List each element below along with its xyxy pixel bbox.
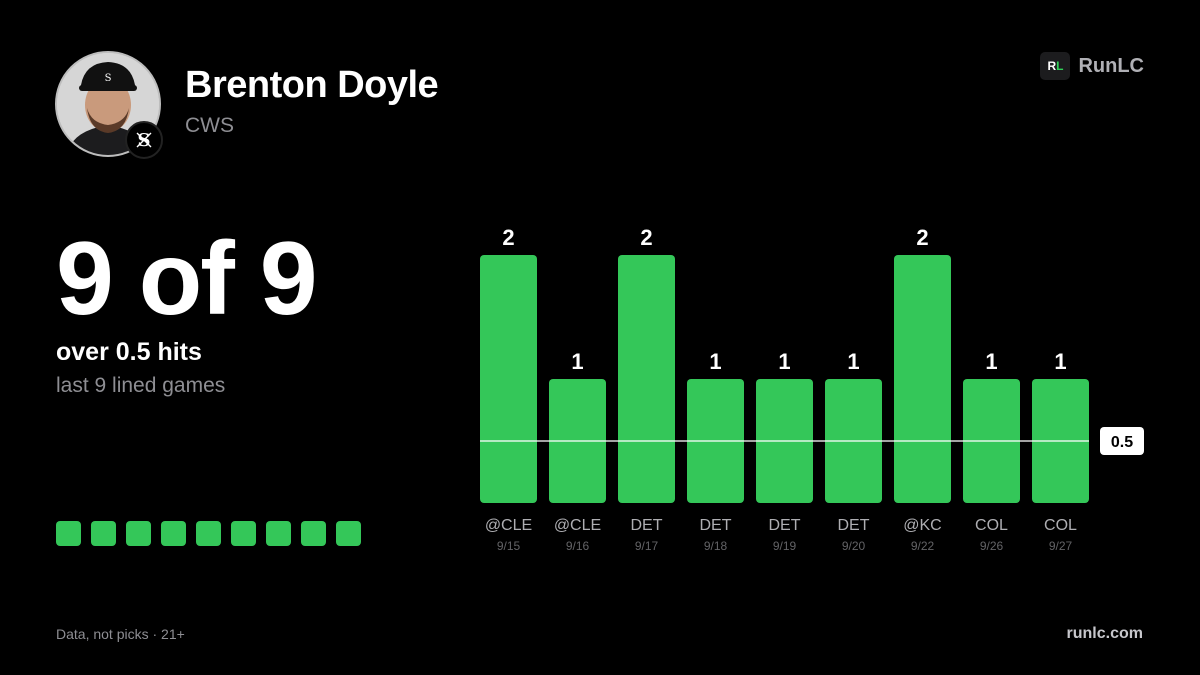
bar: [618, 255, 675, 503]
date-tick-label: 9/18: [704, 539, 728, 553]
date-tick-label: 9/26: [980, 539, 1004, 553]
prop-label: over 0.5 hits: [56, 338, 202, 367]
bar-value-label: 2: [916, 225, 928, 250]
date-tick-label: 9/20: [842, 539, 866, 553]
threshold-label: 0.5: [1111, 434, 1133, 451]
streak-box: [266, 521, 291, 546]
bar-value-label: 2: [502, 225, 514, 250]
svg-text:S: S: [105, 73, 112, 84]
team-abbreviation: CWS: [185, 114, 234, 138]
streak-box: [56, 521, 81, 546]
streak-box: [126, 521, 151, 546]
streak-box: [196, 521, 221, 546]
brand-name: RunLC: [1078, 55, 1144, 78]
streak-box: [336, 521, 361, 546]
disclaimer: Data, not picks · 21+: [56, 626, 185, 642]
bar: [480, 255, 537, 503]
date-tick-label: 9/15: [497, 539, 521, 553]
date-tick-label: 9/17: [635, 539, 659, 553]
date-tick-label: 9/16: [566, 539, 590, 553]
player-name: Brenton Doyle: [185, 64, 438, 107]
bar-value-label: 1: [709, 349, 721, 374]
bar-value-label: 1: [571, 349, 583, 374]
opponent-tick-label: COL: [1044, 517, 1077, 534]
opponent-tick-label: DET: [700, 517, 732, 534]
opponent-tick-label: DET: [838, 517, 870, 534]
opponent-tick-label: @KC: [903, 517, 941, 534]
team-logo-icon: S: [125, 121, 163, 159]
opponent-tick-label: DET: [631, 517, 663, 534]
date-tick-label: 9/27: [1049, 539, 1073, 553]
streak-box: [301, 521, 326, 546]
opponent-tick-label: @CLE: [554, 517, 601, 534]
game-log-bar-chart: 2 @CLE 9/15 1 @CLE 9/16 2 DET 9/17 1 DET 9/18 1 DET 9/…: [460, 200, 1160, 570]
streak-box: [91, 521, 116, 546]
bar-value-label: 1: [778, 349, 790, 374]
bar-value-label: 1: [985, 349, 997, 374]
opponent-tick-label: COL: [975, 517, 1008, 534]
sample-description: last 9 lined games: [56, 374, 225, 398]
bar: [894, 255, 951, 503]
site-url: runlc.com: [1067, 625, 1143, 643]
bar-value-label: 1: [1054, 349, 1066, 374]
date-tick-label: 9/22: [911, 539, 935, 553]
hit-streak: [56, 521, 361, 546]
date-tick-label: 9/19: [773, 539, 797, 553]
bar-value-label: 2: [640, 225, 652, 250]
hit-rate-headline: 9 of 9: [56, 222, 316, 336]
streak-box: [161, 521, 186, 546]
bar-value-label: 1: [847, 349, 859, 374]
opponent-tick-label: DET: [769, 517, 801, 534]
streak-box: [231, 521, 256, 546]
opponent-tick-label: @CLE: [485, 517, 532, 534]
